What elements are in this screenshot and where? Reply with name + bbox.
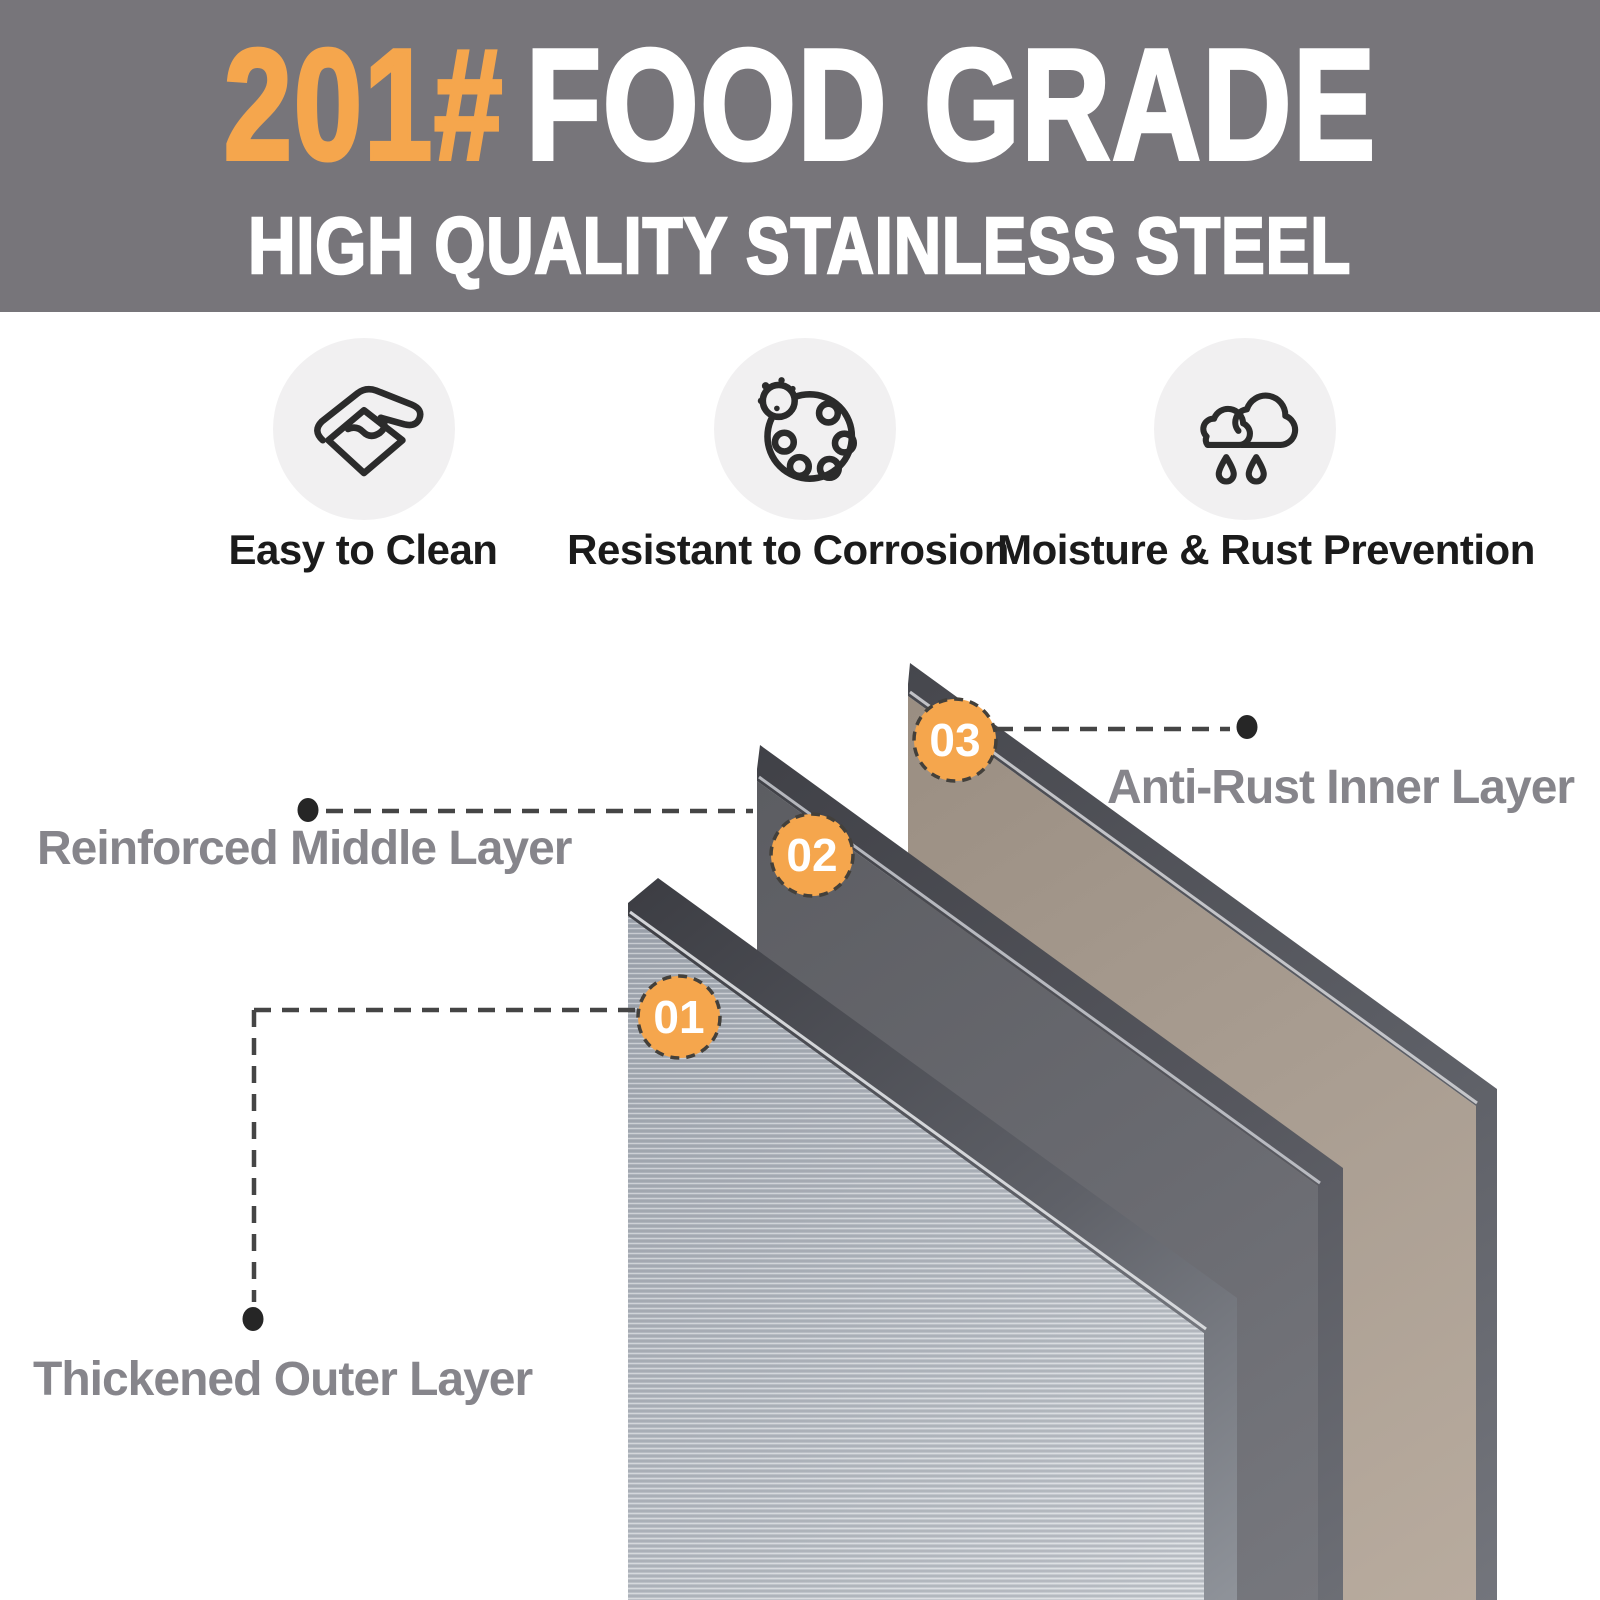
connector-dot-inner [1236, 715, 1258, 739]
feature-caption-clean: Easy to Clean [228, 526, 498, 573]
page-subtitle: HIGH QUALITY STAINLESS STEEL [247, 201, 1352, 290]
label-inner-layer: Anti-Rust Inner Layer [1107, 761, 1575, 814]
badge-02-number: 02 [786, 829, 837, 881]
header-banner: 201# FOOD GRADE HIGH QUALITY STAINLESS ST… [0, 0, 1600, 312]
feature-caption-corrosion: Resistant to Corrosion [567, 526, 1009, 573]
corrosion-icon [757, 377, 858, 482]
badge-02-circle [769, 812, 855, 898]
panel-outer-layer [628, 878, 1237, 1600]
panel-outer-highlight [629, 910, 1207, 1331]
badge-01-number: 01 [653, 991, 704, 1043]
connector-dot-middle [297, 798, 319, 822]
label-outer-layer: Thickened Outer Layer [33, 1353, 533, 1406]
label-middle-layer: Reinforced Middle Layer [37, 822, 572, 875]
hand-wipe-icon [314, 385, 424, 477]
rain-cloud-icon [1200, 392, 1299, 485]
badge-03-number: 03 [929, 714, 980, 766]
title-highlight: 201# [222, 17, 504, 193]
connector-dot-outer [242, 1307, 264, 1331]
title-main: FOOD GRADE [524, 17, 1377, 193]
connector-dots [242, 715, 1258, 1331]
feature-circle-moisture [1154, 338, 1336, 520]
layer-badges: 01 02 03 [636, 697, 998, 1060]
panel-outer-brushed-texture [628, 916, 1204, 1600]
feature-caption-moisture: Moisture & Rust Prevention [997, 526, 1535, 573]
badge-01: 01 [636, 974, 722, 1060]
panel-outer-edge [628, 878, 1237, 1600]
badge-03-circle [912, 697, 998, 783]
page-title: 201# FOOD GRADE [222, 24, 1377, 186]
badge-02: 02 [769, 812, 855, 898]
panel-inner-highlight [909, 690, 1478, 1105]
feature-circle-clean [273, 338, 455, 520]
badge-03: 03 [912, 697, 998, 783]
badge-01-circle [636, 974, 722, 1060]
feature-circle-corrosion [714, 338, 896, 520]
connector-lines [251, 726, 1230, 1302]
connector-outer-layer [251, 1007, 638, 1302]
